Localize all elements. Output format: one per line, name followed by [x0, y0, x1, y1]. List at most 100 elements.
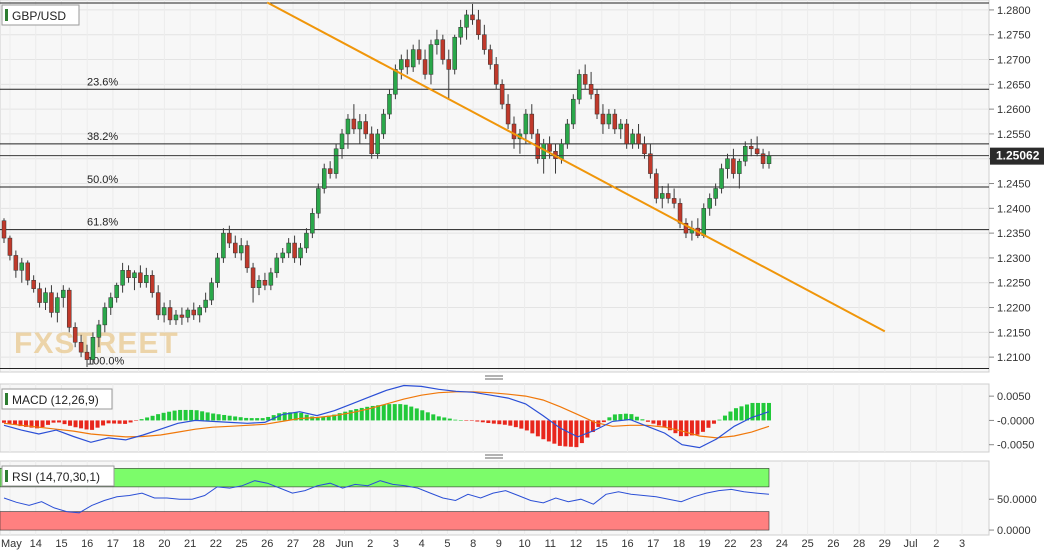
rsi-tick-label: 50.0000	[997, 494, 1037, 506]
candle-body	[399, 59, 404, 70]
candle-body	[654, 173, 659, 199]
candle-body	[238, 245, 244, 254]
macd-histogram-bar	[425, 412, 430, 421]
macd-histogram-bar	[376, 405, 381, 421]
date-tick-label: Jul	[904, 538, 918, 550]
macd-histogram-bar	[145, 417, 150, 421]
date-tick-label: Jun	[336, 538, 354, 550]
macd-histogram-bar	[447, 418, 452, 421]
pane-resize-handle-rsi[interactable]	[485, 454, 503, 459]
rsi-tick-label: 0.0000	[997, 525, 1031, 537]
macd-histogram-bar	[700, 420, 705, 432]
candle-body	[256, 279, 262, 288]
macd-histogram-bar	[552, 420, 557, 444]
candle-body	[488, 49, 493, 65]
macd-histogram-bar	[326, 415, 331, 421]
candle-body	[434, 39, 440, 45]
date-tick-label: 28	[853, 538, 865, 550]
macd-histogram-bar	[513, 420, 518, 428]
date-tick-label: 18	[133, 538, 145, 550]
macd-histogram-bar	[612, 414, 617, 421]
macd-histogram-bar	[618, 414, 623, 421]
candle-body	[138, 272, 143, 283]
date-tick-label: 3	[393, 538, 399, 550]
candle-body	[197, 307, 202, 316]
rsi-layer	[0, 468, 770, 531]
candle-body	[1, 220, 7, 239]
date-tick-label: 19	[699, 538, 711, 550]
macd-histogram-bar	[244, 417, 249, 421]
macd-histogram-bar	[167, 411, 172, 421]
candle-body	[333, 148, 339, 174]
fib-level-label: 23.6%	[87, 76, 118, 88]
candle-body	[369, 133, 374, 155]
candle-body	[191, 309, 197, 316]
rsi-title-box: RSI (14,70,30,1)	[1, 465, 115, 487]
candle-body	[452, 36, 457, 70]
candle-body	[743, 146, 748, 162]
candle-body	[144, 275, 149, 283]
macd-layer	[2, 384, 771, 449]
candle-body	[227, 232, 232, 244]
candle-body	[179, 314, 185, 318]
candle-body	[304, 232, 309, 249]
macd-histogram-bar	[574, 420, 579, 448]
date-tick-label: 5	[444, 538, 450, 550]
macd-histogram-bar	[365, 406, 370, 421]
candle-body	[274, 257, 280, 274]
price-tick-label: 1.2600	[997, 104, 1031, 116]
date-tick-label: 23	[750, 538, 762, 550]
macd-histogram-bar	[134, 420, 139, 421]
candle-body	[713, 188, 718, 199]
macd-histogram-bar	[161, 412, 166, 421]
candle-body	[25, 262, 30, 281]
macd-histogram-bar	[211, 413, 216, 421]
macd-histogram-bar	[420, 410, 425, 421]
candle-body	[339, 133, 345, 150]
candle-body	[766, 155, 772, 164]
candle-body	[84, 351, 90, 360]
macd-histogram-bar	[35, 420, 40, 429]
candle-body	[523, 113, 529, 135]
date-tick-label: 18	[673, 538, 685, 550]
fxstreet-watermark: FXSTREET	[14, 327, 179, 360]
macd-histogram-bar	[40, 420, 45, 428]
candle-body	[250, 267, 256, 288]
pane-resize-handle-macd[interactable]	[485, 375, 503, 380]
macd-histogram-bar	[200, 411, 205, 421]
candle-body	[493, 64, 499, 85]
macd-histogram-bar	[183, 409, 188, 421]
macd-histogram-bar	[519, 420, 524, 429]
candle-body	[203, 299, 208, 308]
price-tick-label: 1.2450	[997, 179, 1031, 191]
macd-histogram-bar	[95, 420, 100, 428]
candle-body	[482, 34, 487, 50]
date-tick-label: 16	[81, 538, 93, 550]
candle-body	[422, 59, 428, 75]
macd-tick-label: 0.0050	[997, 391, 1031, 403]
candle-body	[375, 133, 380, 155]
candle-body	[476, 19, 481, 35]
macd-histogram-bar	[673, 420, 678, 434]
date-tick-label: 8	[470, 538, 476, 550]
candle-body	[381, 113, 386, 135]
macd-histogram-bar	[414, 408, 419, 421]
macd-histogram-bar	[629, 414, 634, 421]
fib-level-label: 61.8%	[87, 217, 118, 229]
price-tick-label: 1.2250	[997, 278, 1031, 290]
grid-layer	[0, 0, 989, 535]
macd-line	[3, 384, 770, 449]
candle-body	[321, 168, 327, 189]
candle-body	[132, 272, 137, 279]
candle-body	[416, 49, 422, 60]
macd-histogram-bar	[18, 420, 23, 427]
macd-histogram-bar	[139, 419, 144, 421]
macd-histogram-bar	[310, 416, 315, 421]
macd-histogram-bar	[403, 404, 408, 421]
macd-histogram-bar	[530, 420, 535, 434]
candle-body	[55, 297, 60, 313]
current-price-label: 1.25062	[996, 149, 1040, 163]
price-tick-label: 1.2200	[997, 303, 1031, 315]
macd-histogram-bar	[194, 410, 199, 421]
candle-body	[446, 59, 452, 70]
